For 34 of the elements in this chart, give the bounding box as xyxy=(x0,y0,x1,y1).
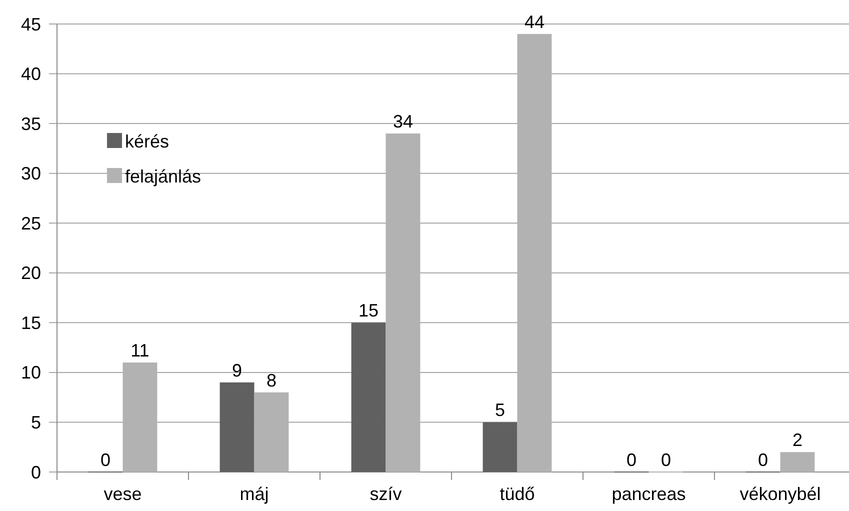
y-tick-label: 30 xyxy=(20,164,41,184)
y-tick-label: 5 xyxy=(30,412,41,433)
bar xyxy=(780,452,815,472)
data-label: 0 xyxy=(100,450,111,470)
y-tick-label: 20 xyxy=(20,263,41,284)
y-tick-label: 15 xyxy=(20,312,41,333)
x-tick-label: vékonybél xyxy=(740,484,821,504)
data-label: 0 xyxy=(626,450,637,470)
data-label: 34 xyxy=(392,112,413,132)
y-tick-label: 35 xyxy=(20,114,41,134)
x-tick-label: pancreas xyxy=(612,484,686,504)
x-tick-label: szív xyxy=(370,484,402,504)
data-label: 5 xyxy=(495,400,506,420)
data-label: 11 xyxy=(130,340,150,360)
data-label: 2 xyxy=(792,430,802,450)
y-tick-label: 45 xyxy=(20,14,41,34)
x-tick-label: vese xyxy=(104,484,142,504)
bar xyxy=(482,422,518,472)
data-label: 0 xyxy=(758,450,768,470)
data-label: 15 xyxy=(358,300,379,321)
bar xyxy=(351,322,386,472)
y-tick-label: 25 xyxy=(20,213,41,234)
x-tick-label: tüdő xyxy=(500,484,535,504)
x-tick-label: máj xyxy=(240,484,269,504)
data-label: 9 xyxy=(232,360,242,380)
legend-label: felajánlás xyxy=(125,166,202,186)
y-tick-label: 0 xyxy=(30,462,41,482)
y-tick-label: 40 xyxy=(20,64,41,84)
data-label: 44 xyxy=(524,12,544,32)
data-label: 0 xyxy=(660,450,671,470)
bar xyxy=(220,382,254,472)
y-tick-label: 10 xyxy=(20,362,41,383)
legend-label: kérés xyxy=(125,131,170,152)
data-label: 8 xyxy=(266,370,276,390)
